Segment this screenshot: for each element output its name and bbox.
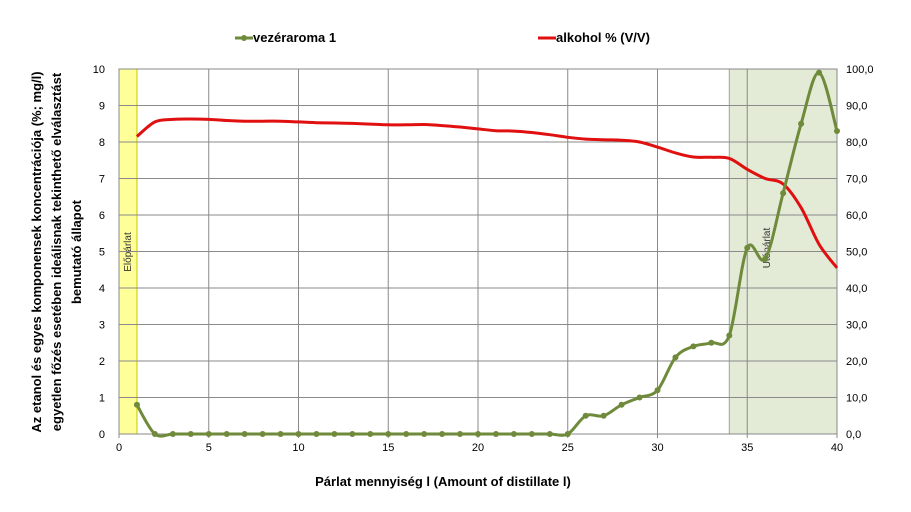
data-point-vezeraroma	[654, 387, 661, 394]
x-tick-label: 15	[382, 442, 394, 454]
data-point-vezeraroma	[744, 244, 751, 251]
y-right-tick-label: 90,0	[846, 101, 867, 113]
data-point-vezeraroma	[834, 128, 840, 135]
y-left-tick-label: 10	[93, 64, 105, 76]
legend-label-alkohol: alkohol % (V/V)	[556, 30, 650, 45]
series-layer	[133, 69, 840, 438]
data-point-vezeraroma	[475, 431, 481, 437]
x-tick-label: 20	[472, 442, 484, 454]
y-right-tick-label: 10,0	[846, 393, 867, 405]
x-axis-title: Párlat mennyiség l (Amount of distillate…	[315, 474, 571, 489]
data-point-vezeraroma	[223, 431, 230, 437]
data-point-vezeraroma	[457, 431, 464, 437]
data-point-vezeraroma	[510, 431, 517, 437]
x-tick-label: 35	[741, 442, 753, 454]
y-axis-title: Az etanol és egyes komponensek koncentrá…	[29, 71, 84, 432]
data-point-vezeraroma	[762, 255, 769, 262]
x-tick-label: 5	[206, 442, 212, 454]
data-point-vezeraroma	[546, 431, 553, 437]
legend-marker-vezeraroma	[241, 35, 247, 41]
x-tick-label: 0	[116, 442, 122, 454]
y-left-tick-label: 1	[99, 393, 105, 405]
y-left-axis-ticks: 0 1 2 3 4 5 6 7 8 9 10	[93, 64, 105, 441]
x-tick-label: 40	[831, 442, 843, 454]
data-point-vezeraroma	[439, 431, 446, 437]
y-right-tick-label: 40,0	[846, 283, 867, 295]
band-label: Utópárlat	[762, 227, 773, 268]
x-tick-label: 30	[651, 442, 663, 454]
data-point-vezeraroma	[205, 431, 212, 437]
data-point-vezeraroma	[385, 431, 392, 437]
legend-label-vezeraroma: vezéraroma 1	[253, 30, 336, 45]
data-point-vezeraroma	[241, 431, 248, 437]
data-point-vezeraroma	[421, 431, 428, 437]
y-left-tick-label: 9	[99, 101, 105, 113]
data-point-vezeraroma	[295, 431, 302, 437]
y-axis-title-line: egyetlen főzés esetében ideálisnak tekin…	[49, 72, 64, 431]
x-tick-label: 25	[562, 442, 574, 454]
data-point-vezeraroma	[492, 431, 499, 437]
y-left-tick-label: 8	[99, 137, 105, 149]
data-point-vezeraroma	[636, 394, 643, 401]
y-left-tick-label: 2	[99, 356, 105, 368]
y-left-tick-label: 7	[99, 174, 105, 186]
y-left-tick-label: 6	[99, 210, 105, 222]
y-right-tick-label: 80,0	[846, 137, 867, 149]
y-axis-title-line: bemutató állapot	[69, 199, 84, 304]
data-point-vezeraroma	[528, 431, 535, 437]
data-point-vezeraroma	[277, 431, 284, 437]
y-right-tick-label: 50,0	[846, 247, 867, 259]
data-point-vezeraroma	[403, 431, 410, 437]
y-right-tick-label: 0,0	[846, 429, 861, 441]
data-point-vezeraroma	[133, 401, 140, 408]
y-left-tick-label: 0	[99, 429, 105, 441]
y-left-tick-label: 5	[99, 247, 105, 259]
data-point-vezeraroma	[780, 190, 787, 197]
data-point-vezeraroma	[367, 431, 374, 437]
data-point-vezeraroma	[151, 431, 158, 437]
data-point-vezeraroma	[816, 69, 823, 76]
data-point-vezeraroma	[582, 412, 589, 419]
data-point-vezeraroma	[708, 339, 715, 346]
x-axis-ticks: 0 5 10 15 20 25 30 35 40	[116, 434, 843, 454]
y-axis-title-line: Az etanol és egyes komponensek koncentrá…	[29, 71, 44, 432]
data-point-vezeraroma	[187, 431, 194, 437]
data-point-vezeraroma	[331, 431, 338, 437]
y-right-tick-label: 60,0	[846, 210, 867, 222]
y-right-tick-label: 20,0	[846, 356, 867, 368]
x-tick-label: 10	[292, 442, 304, 454]
y-left-tick-label: 3	[99, 320, 105, 332]
data-point-vezeraroma	[726, 332, 733, 339]
data-point-vezeraroma	[798, 120, 805, 127]
data-point-vezeraroma	[259, 431, 266, 437]
y-left-tick-label: 4	[99, 283, 105, 295]
data-point-vezeraroma	[349, 431, 356, 437]
y-right-tick-label: 70,0	[846, 174, 867, 186]
data-point-vezeraroma	[690, 343, 697, 350]
data-point-vezeraroma	[600, 412, 607, 419]
data-point-vezeraroma	[169, 431, 176, 437]
data-point-vezeraroma	[313, 431, 320, 437]
series-line-alkohol	[135, 117, 839, 269]
y-right-axis-ticks: 0,0 10,0 20,0 30,0 40,0 50,0 60,0 70,0 80,0 90,0 1…	[846, 64, 874, 441]
y-right-tick-label: 100,0	[846, 64, 874, 76]
y-right-tick-label: 30,0	[846, 320, 867, 332]
data-point-vezeraroma	[672, 354, 679, 361]
data-point-vezeraroma	[618, 401, 625, 408]
legend: vezéraroma 1 alkohol % (V/V)	[235, 30, 650, 45]
data-point-vezeraroma	[564, 431, 571, 437]
